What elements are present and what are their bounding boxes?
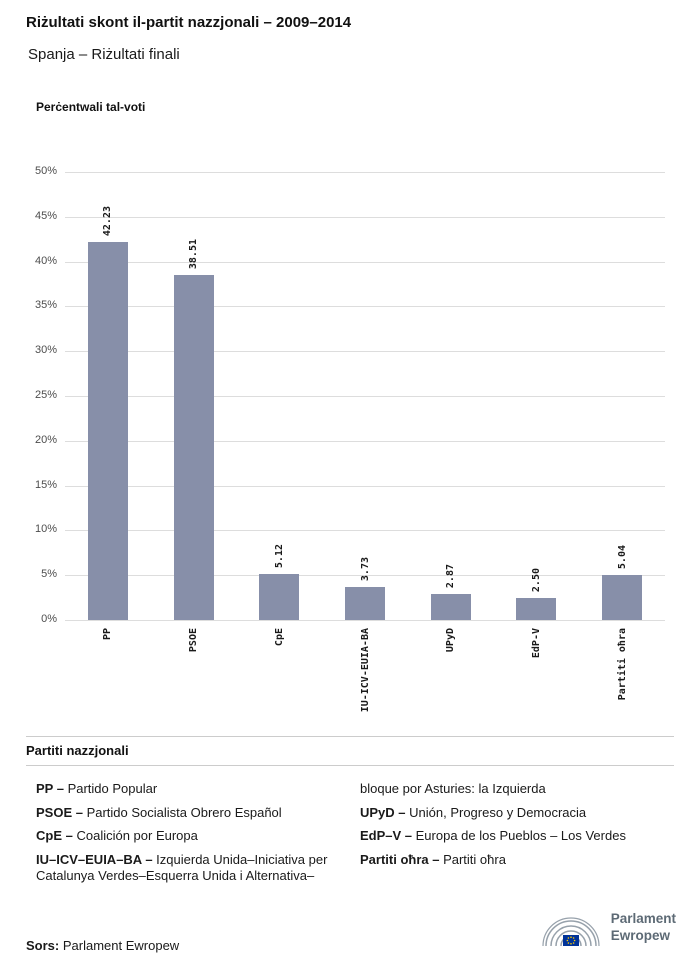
bar-value-label: 2.87 [431, 564, 471, 588]
legend-item-name: Partiti oħra [443, 851, 506, 867]
gridline [65, 261, 665, 263]
bar [87, 241, 128, 620]
legend-item: EdP–V – Europa de los Pueblos – Los Verd… [360, 828, 682, 845]
bar-value-text: 2.87 [445, 564, 457, 589]
legend-item-abbr: Partiti oħra – [360, 851, 444, 867]
legend-item: bloque por Asturies: la Izquierda [360, 781, 682, 798]
y-tick-label: 5% [41, 568, 57, 581]
legend-item-name: Izquierda Unida–Iniciativa per Catalunya… [36, 851, 328, 884]
x-axis-category-label: UPyD [431, 628, 471, 652]
ep-logo-text: Parlament Ewropew [611, 911, 676, 945]
bar-value-text: 5.04 [616, 544, 628, 569]
gridline [65, 351, 665, 353]
bar-value-text: 3.73 [359, 556, 371, 581]
bar [259, 574, 300, 620]
bar-value-text: 42.23 [102, 205, 114, 236]
y-tick-label: 45% [34, 209, 57, 222]
legend-item: PSOE – Partido Socialista Obrero Español [36, 805, 358, 822]
x-axis-category-text: PSOE [188, 628, 200, 653]
page-title: Riżultati skont il-partit nazzjonali – 2… [26, 14, 352, 31]
bar-value-text: 38.51 [188, 238, 200, 269]
bar-value-text: 2.50 [530, 567, 542, 592]
gridline [65, 440, 665, 442]
gridline [65, 306, 665, 308]
divider-bottom [26, 765, 674, 766]
legend-item: Partiti oħra – Partiti oħra [360, 852, 682, 869]
x-axis-category-label: PSOE [174, 628, 214, 652]
bar-value-label: 2.50 [516, 568, 556, 592]
legend-item: IU–ICV–EUIA–BA – Izquierda Unida–Iniciat… [36, 852, 358, 885]
bar-value-label: 5.04 [602, 545, 642, 569]
gridline [65, 172, 665, 173]
legend-item: PP – Partido Popular [36, 781, 358, 798]
gridline [65, 575, 665, 577]
divider-top [26, 736, 674, 737]
x-axis-category-label: EdP-V [516, 628, 556, 658]
legend-item-abbr: PSOE – [36, 804, 87, 820]
x-axis-category-text: EdP-V [530, 628, 542, 659]
bar-value-label: 38.51 [174, 239, 214, 269]
y-tick-label: 15% [34, 478, 57, 491]
gridline [65, 530, 665, 532]
legend-item-abbr: PP – [36, 781, 68, 796]
gridline [65, 396, 665, 397]
legend-item-abbr: UPyD – [360, 804, 410, 820]
x-axis-category-label: PP [88, 628, 128, 640]
gridline [65, 620, 665, 621]
y-tick-label: 20% [34, 433, 57, 446]
legend-heading: Partiti nazzjonali [26, 743, 129, 758]
legend-item-abbr: CpE – [36, 828, 77, 843]
legend-item: CpE – Coalición por Europa [36, 828, 358, 845]
source-note: Sors: Parlament Ewropew [26, 938, 179, 953]
ep-logo-text-line1: Parlament [610, 911, 676, 927]
legend-item-name: Partido Socialista Obrero Español [86, 804, 282, 820]
y-tick-label: 50% [34, 165, 57, 177]
legend-left-column: PP – Partido Popular PSOE – Partido Socia… [36, 781, 358, 892]
x-axis-category-label: CpE [259, 628, 299, 646]
x-axis-category-text: IU-ICV-EUIA-BA [359, 628, 371, 713]
ep-logo-text-line2: Ewropew [610, 928, 670, 943]
gridline [65, 216, 665, 218]
chart-title: Perċentwali tal-voti [36, 100, 146, 114]
legend-item-name: Coalición por Europa [76, 828, 198, 843]
bar [173, 274, 214, 620]
bar [345, 586, 385, 620]
page-subtitle: Spanja – Riżultati finali [28, 46, 180, 63]
legend-item-abbr: IU–ICV–EUIA–BA – [36, 851, 157, 867]
bar [516, 597, 557, 620]
bar-value-label: 3.73 [345, 557, 385, 581]
y-tick-label: 40% [34, 254, 57, 267]
bar-value-label: 42.23 [88, 206, 128, 236]
x-axis-category-text: PP [102, 628, 114, 641]
bar-value-label: 5.12 [259, 544, 299, 568]
legend-item-name: Partido Popular [67, 781, 158, 796]
x-axis-category-text: UPyD [445, 628, 457, 653]
bar-value-text: 5.12 [273, 544, 285, 569]
y-tick-label: 35% [34, 299, 57, 312]
legend-item-name: Europa de los Pueblos – Los Verdes [415, 828, 626, 843]
y-tick-label: 10% [34, 523, 57, 536]
bar [430, 594, 471, 620]
ep-hemicycle-icon [542, 917, 600, 947]
y-tick-label: 0% [41, 613, 57, 625]
y-tick-label: 30% [34, 344, 57, 357]
legend-item: UPyD – Unión, Progreso y Democracia [360, 805, 682, 822]
plot-area: 42.23 PP 38.51 PSOE 5.12 CpE 3.73 IU-ICV-EUIA-B… [65, 172, 665, 712]
source-label: Sors: [26, 938, 60, 953]
gridline [65, 485, 665, 487]
ep-logo: Parlament Ewropew [540, 906, 676, 950]
source-value: Parlament Ewropew [62, 938, 180, 953]
legend-item-name: bloque por Asturies: la Izquierda [360, 781, 546, 796]
legend-item-name: Unión, Progreso y Democracia [409, 804, 587, 820]
x-axis-category-label: Partiti oħra [602, 628, 642, 700]
y-tick-label: 25% [34, 389, 57, 401]
bar [602, 574, 643, 620]
x-axis-category-text: CpE [273, 628, 285, 647]
x-axis-category-text: Partiti oħra [616, 628, 628, 701]
legend-item-abbr: EdP–V – [360, 828, 416, 843]
legend-right-column: bloque por Asturies: la Izquierda UPyD – … [360, 781, 682, 875]
x-axis-category-label: IU-ICV-EUIA-BA [345, 628, 385, 712]
